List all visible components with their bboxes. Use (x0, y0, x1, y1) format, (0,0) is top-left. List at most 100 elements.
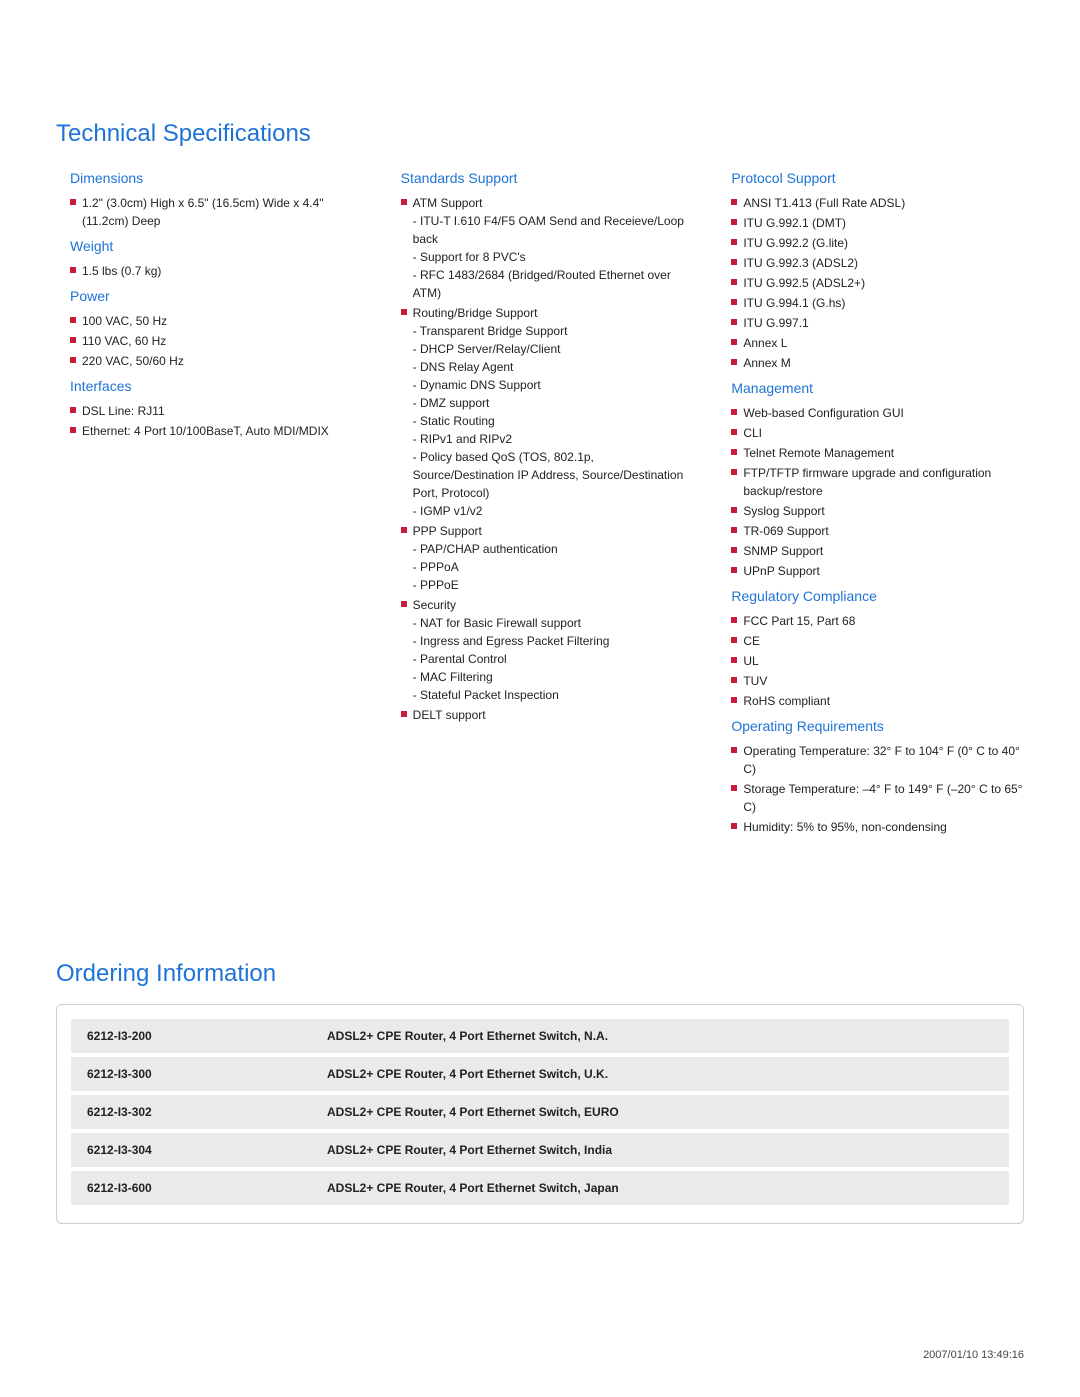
bullet-item: Security- NAT for Basic Firewall support… (401, 596, 694, 704)
bullet-list: ANSI T1.413 (Full Rate ADSL)ITU G.992.1 … (717, 194, 1024, 372)
sub-item: - Transparent Bridge Support (413, 322, 694, 340)
bullet-item: Storage Temperature: –4° F to 149° F (–2… (731, 780, 1024, 816)
tech-specs-heading: Technical Specifications (56, 120, 1024, 148)
bullet-item: ITU G.992.5 (ADSL2+) (731, 274, 1024, 292)
bullet-item: CLI (731, 424, 1024, 442)
bullet-list: Operating Temperature: 32° F to 104° F (… (717, 742, 1024, 836)
specs-section: Dimensions 1.2" (3.0cm) High x 6.5" (16.5… (56, 170, 363, 230)
sub-list: - PAP/CHAP authentication- PPPoA- PPPoE (413, 540, 694, 594)
sub-list: - ITU-T I.610 F4/F5 OAM Send and Receiev… (413, 212, 694, 302)
bullet-item: RoHS compliant (731, 692, 1024, 710)
sub-item: - PPPoE (413, 576, 694, 594)
specs-section: Operating Requirements Operating Temperat… (717, 718, 1024, 836)
bullet-list: 100 VAC, 50 Hz 110 VAC, 60 Hz 220 VAC, 50/… (56, 312, 363, 370)
sub-item: - Dynamic DNS Support (413, 376, 694, 394)
order-desc: ADSL2+ CPE Router, 4 Port Ethernet Switc… (327, 1181, 993, 1195)
bullet-item: Syslog Support (731, 502, 1024, 520)
sub-item: - IGMP v1/v2 (413, 502, 694, 520)
sub-item: - Ingress and Egress Packet Filtering (413, 632, 694, 650)
section-title: Interfaces (56, 378, 363, 394)
bullet-item: FCC Part 15, Part 68 (731, 612, 1024, 630)
bullet-item: UL (731, 652, 1024, 670)
table-row: 6212-I3-302ADSL2+ CPE Router, 4 Port Eth… (71, 1095, 1009, 1129)
specs-section: Management Web-based Configuration GUI CLI… (717, 380, 1024, 580)
section-title: Operating Requirements (717, 718, 1024, 734)
bullet-item: 220 VAC, 50/60 Hz (70, 352, 363, 370)
specs-column: Dimensions 1.2" (3.0cm) High x 6.5" (16.5… (56, 162, 363, 840)
sub-item: - DHCP Server/Relay/Client (413, 340, 694, 358)
specs-section: Interfaces DSL Line: RJ11 Ethernet: 4 Port… (56, 378, 363, 440)
bullet-item: Telnet Remote Management (731, 444, 1024, 462)
ordering-box: 6212-I3-200ADSL2+ CPE Router, 4 Port Eth… (56, 1004, 1024, 1224)
sub-list: - NAT for Basic Firewall support- Ingres… (413, 614, 694, 704)
bullet-item: Web-based Configuration GUI (731, 404, 1024, 422)
bullet-item: DSL Line: RJ11 (70, 402, 363, 420)
bullet-item: 100 VAC, 50 Hz (70, 312, 363, 330)
bullet-item: SNMP Support (731, 542, 1024, 560)
sub-item: - RFC 1483/2684 (Bridged/Routed Ethernet… (413, 266, 694, 302)
specs-section: Standards Support ATM Support- ITU-T I.61… (387, 170, 694, 724)
bullet-item: PPP Support- PAP/CHAP authentication- PP… (401, 522, 694, 594)
order-desc: ADSL2+ CPE Router, 4 Port Ethernet Switc… (327, 1029, 993, 1043)
section-title: Power (56, 288, 363, 304)
specs-section: Power 100 VAC, 50 Hz 110 VAC, 60 Hz 220 VAC… (56, 288, 363, 370)
bullet-item: ITU G.994.1 (G.hs) (731, 294, 1024, 312)
table-row: 6212-I3-300ADSL2+ CPE Router, 4 Port Eth… (71, 1057, 1009, 1091)
order-code: 6212-I3-300 (87, 1067, 327, 1081)
bullet-list: DSL Line: RJ11 Ethernet: 4 Port 10/100Bas… (56, 402, 363, 440)
order-desc: ADSL2+ CPE Router, 4 Port Ethernet Switc… (327, 1067, 993, 1081)
sub-item: - PAP/CHAP authentication (413, 540, 694, 558)
bullet-item: 110 VAC, 60 Hz (70, 332, 363, 350)
specs-section: Weight 1.5 lbs (0.7 kg) (56, 238, 363, 280)
bullet-item: ANSI T1.413 (Full Rate ADSL) (731, 194, 1024, 212)
sub-item: - DNS Relay Agent (413, 358, 694, 376)
bullet-list: FCC Part 15, Part 68CEULTUVRoHS complian… (717, 612, 1024, 710)
bullet-item: Ethernet: 4 Port 10/100BaseT, Auto MDI/M… (70, 422, 363, 440)
section-title: Protocol Support (717, 170, 1024, 186)
sub-item: - ITU-T I.610 F4/F5 OAM Send and Receiev… (413, 212, 694, 248)
bullet-item: Annex L (731, 334, 1024, 352)
bullet-item: Operating Temperature: 32° F to 104° F (… (731, 742, 1024, 778)
order-desc: ADSL2+ CPE Router, 4 Port Ethernet Switc… (327, 1143, 993, 1157)
order-desc: ADSL2+ CPE Router, 4 Port Ethernet Switc… (327, 1105, 993, 1119)
sub-item: - Parental Control (413, 650, 694, 668)
specs-section: Protocol Support ANSI T1.413 (Full Rate A… (717, 170, 1024, 372)
bullet-item: Routing/Bridge Support- Transparent Brid… (401, 304, 694, 520)
page: Technical Specifications Dimensions 1.2" … (0, 0, 1080, 1264)
section-title: Weight (56, 238, 363, 254)
section-title: Regulatory Compliance (717, 588, 1024, 604)
sub-item: - Policy based QoS (TOS, 802.1p, Source/… (413, 448, 694, 502)
bullet-item: Humidity: 5% to 95%, non-condensing (731, 818, 1024, 836)
sub-item: - NAT for Basic Firewall support (413, 614, 694, 632)
sub-item: - RIPv1 and RIPv2 (413, 430, 694, 448)
section-title: Dimensions (56, 170, 363, 186)
specs-column: Protocol Support ANSI T1.413 (Full Rate A… (717, 162, 1024, 840)
bullet-item: CE (731, 632, 1024, 650)
bullet-list: 1.2" (3.0cm) High x 6.5" (16.5cm) Wide x… (56, 194, 363, 230)
sub-item: - DMZ support (413, 394, 694, 412)
sub-item: - Static Routing (413, 412, 694, 430)
section-title: Standards Support (387, 170, 694, 186)
bullet-list: ATM Support- ITU-T I.610 F4/F5 OAM Send … (387, 194, 694, 724)
bullet-item: 1.2" (3.0cm) High x 6.5" (16.5cm) Wide x… (70, 194, 363, 230)
section-title: Management (717, 380, 1024, 396)
bullet-item: DELT support (401, 706, 694, 724)
specs-section: Regulatory Compliance FCC Part 15, Part 6… (717, 588, 1024, 710)
sub-list: - Transparent Bridge Support- DHCP Serve… (413, 322, 694, 520)
bullet-item: ITU G.997.1 (731, 314, 1024, 332)
bullet-list: Web-based Configuration GUI CLI Telnet Rem… (717, 404, 1024, 580)
timestamp: 2007/01/10 13:49:16 (923, 1349, 1024, 1361)
order-code: 6212-I3-200 (87, 1029, 327, 1043)
sub-item: - Stateful Packet Inspection (413, 686, 694, 704)
ordering-section: Ordering Information 6212-I3-200ADSL2+ C… (56, 960, 1024, 1224)
table-row: 6212-I3-600ADSL2+ CPE Router, 4 Port Eth… (71, 1171, 1009, 1205)
bullet-list: 1.5 lbs (0.7 kg) (56, 262, 363, 280)
bullet-item: Annex M (731, 354, 1024, 372)
specs-columns: Dimensions 1.2" (3.0cm) High x 6.5" (16.5… (56, 162, 1024, 840)
bullet-item: UPnP Support (731, 562, 1024, 580)
bullet-item: ATM Support- ITU-T I.610 F4/F5 OAM Send … (401, 194, 694, 302)
bullet-item: FTP/TFTP firmware upgrade and configurat… (731, 464, 1024, 500)
table-row: 6212-I3-304ADSL2+ CPE Router, 4 Port Eth… (71, 1133, 1009, 1167)
order-code: 6212-I3-600 (87, 1181, 327, 1195)
ordering-heading: Ordering Information (56, 960, 1024, 988)
